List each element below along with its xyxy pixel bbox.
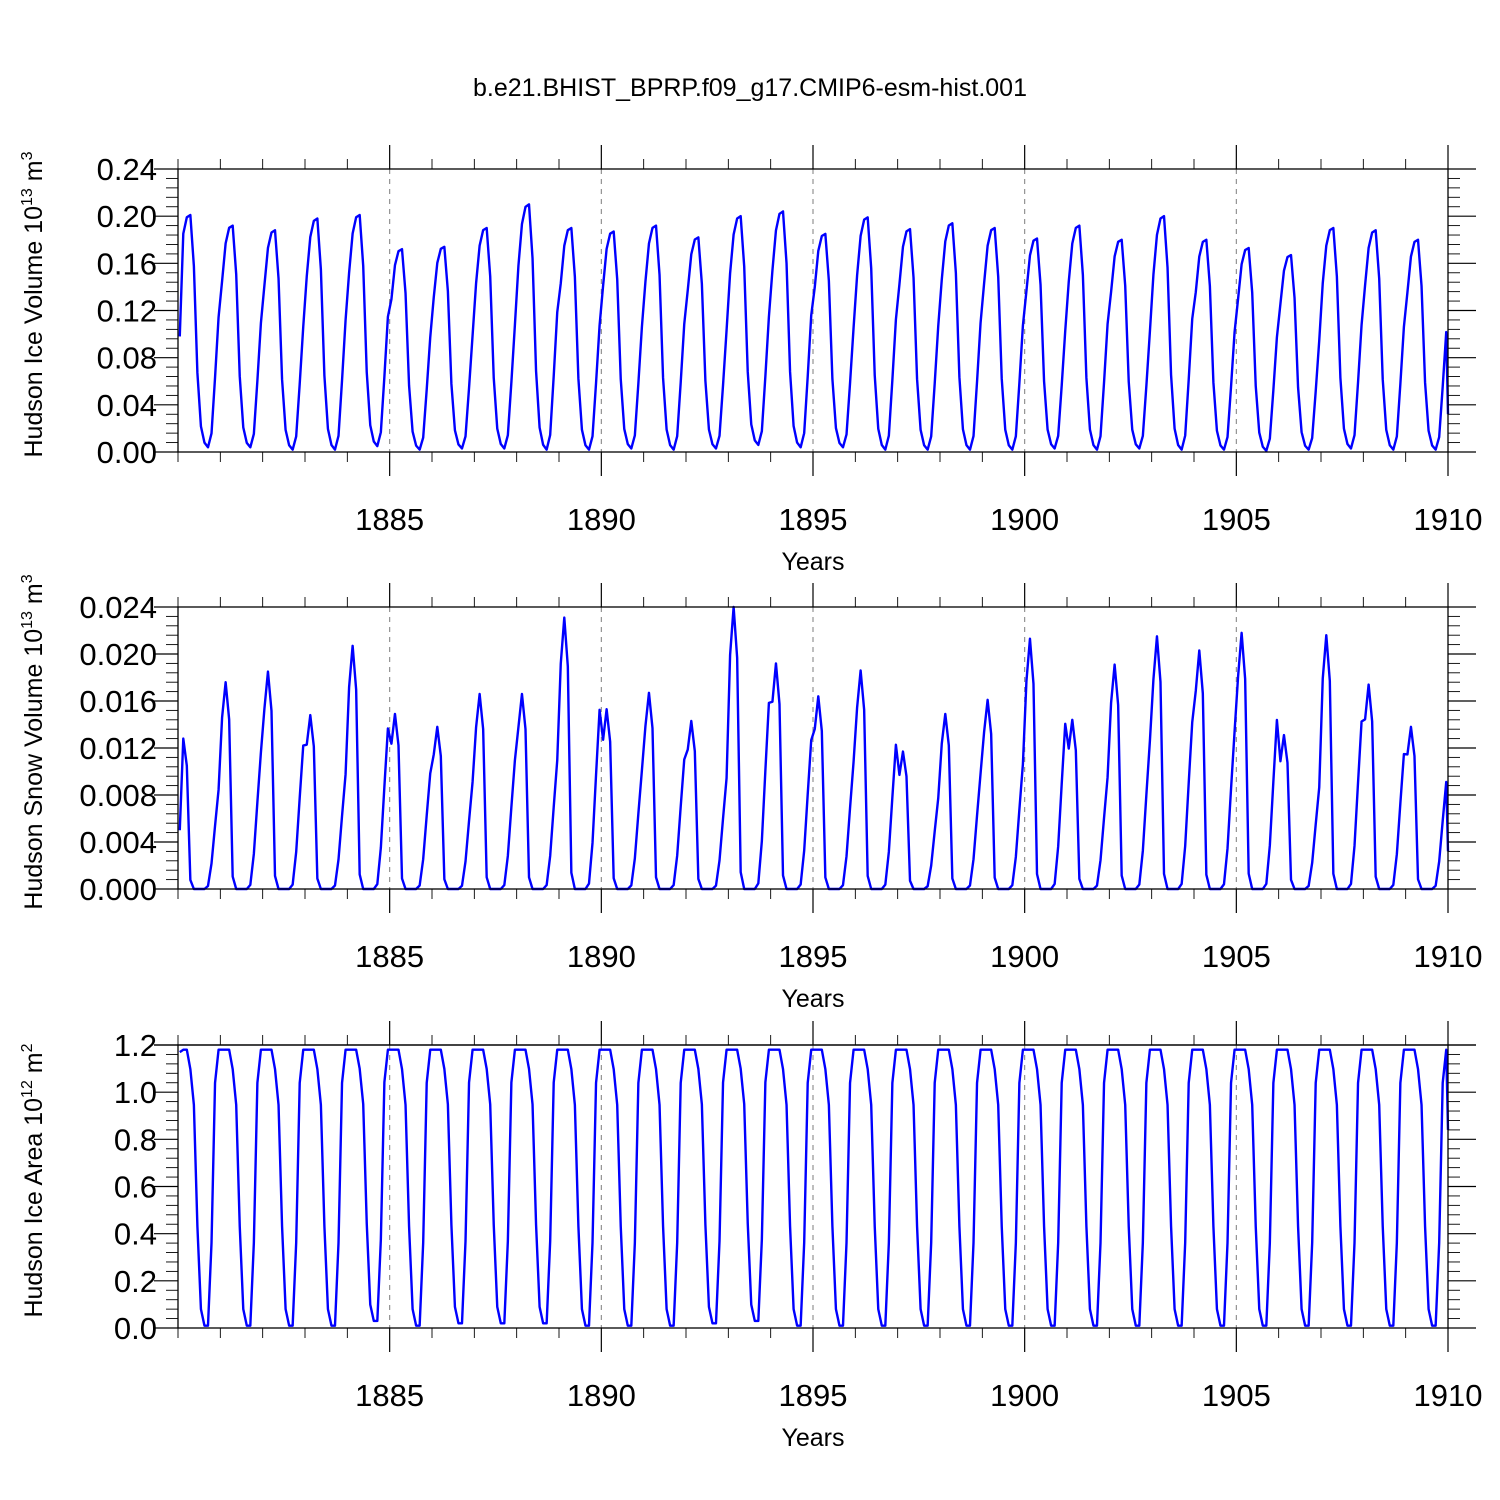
y-tick-label: 0.000 bbox=[79, 872, 157, 907]
y-tick-label: 0.020 bbox=[79, 637, 157, 672]
y-tick-label: 0.00 bbox=[97, 435, 157, 470]
x-tick-label: 1905 bbox=[1202, 939, 1271, 974]
y-axis-title-part: Hudson Ice Volume 10 bbox=[20, 206, 48, 458]
y-tick-label: 0.008 bbox=[79, 778, 157, 813]
y-tick-label: 0.004 bbox=[79, 825, 157, 860]
series-line-ice-area bbox=[179, 1048, 1450, 1327]
x-tick-label: 1885 bbox=[355, 502, 424, 537]
x-tick-label: 1895 bbox=[779, 1378, 848, 1413]
y-tick-label: 1.2 bbox=[114, 1028, 157, 1063]
y-tick-label: 0.2 bbox=[114, 1264, 157, 1299]
panel-ice-volume: 1885 1890 1895 1900 1905 1910 0.00 0.04 0.08 0.12… bbox=[19, 145, 1482, 576]
y-tick-label: 0.012 bbox=[79, 731, 157, 766]
panel-ice-area: 1885 1890 1895 1900 1905 1910 0.0 0.2 0.4 0.6 0.8 1… bbox=[19, 1021, 1482, 1452]
x-tick-label: 1905 bbox=[1202, 1378, 1271, 1413]
y-tick-label: 0.24 bbox=[97, 152, 157, 187]
y-axis-title: Hudson Ice Volume 1013 m3 bbox=[19, 151, 48, 457]
x-tick-label: 1910 bbox=[1414, 1378, 1483, 1413]
y-axis-title-superscript: 2 bbox=[19, 1043, 36, 1052]
x-tick-label: 1890 bbox=[567, 502, 636, 537]
y-axis-title-superscript: 13 bbox=[19, 611, 36, 629]
y-tick-label: 0.20 bbox=[97, 199, 157, 234]
x-tick-label: 1910 bbox=[1414, 502, 1483, 537]
y-tick-label: 0.016 bbox=[79, 684, 157, 719]
x-axis-title: Years bbox=[781, 985, 844, 1013]
x-tick-label: 1890 bbox=[567, 939, 636, 974]
y-axis-title-part: m bbox=[20, 160, 48, 188]
x-tick-label: 1900 bbox=[990, 1378, 1059, 1413]
y-tick-label: 0.12 bbox=[97, 294, 157, 329]
x-tick-label: 1900 bbox=[990, 939, 1059, 974]
y-axis-title-part: m bbox=[20, 1052, 48, 1080]
y-tick-label: 0.16 bbox=[97, 246, 157, 281]
y-axis-title: Hudson Ice Area 1012 m2 bbox=[19, 1043, 48, 1317]
y-tick-label: 0.8 bbox=[114, 1122, 157, 1157]
y-tick-label: 0.6 bbox=[114, 1170, 157, 1205]
x-tick-label: 1900 bbox=[990, 502, 1059, 537]
y-axis-title-superscript: 3 bbox=[19, 151, 36, 160]
x-tick-label: 1885 bbox=[355, 1378, 424, 1413]
y-axis-title-part: Hudson Ice Area 10 bbox=[20, 1098, 48, 1318]
y-axis-title-part: Hudson Snow Volume 10 bbox=[20, 629, 48, 910]
x-tick-label: 1885 bbox=[355, 939, 424, 974]
series-line-ice-volume bbox=[178, 203, 1450, 453]
y-tick-label: 1.0 bbox=[114, 1075, 157, 1110]
x-axis-title: Years bbox=[781, 1424, 844, 1452]
y-tick-label: 0.024 bbox=[79, 590, 157, 625]
panel-snow-volume: 1885 1890 1895 1900 1905 1910 0.000 0.004 0.008 0… bbox=[19, 574, 1482, 1013]
y-axis-title-superscript: 3 bbox=[19, 574, 36, 583]
x-tick-label: 1895 bbox=[779, 502, 848, 537]
x-tick-label: 1890 bbox=[567, 1378, 636, 1413]
x-tick-label: 1910 bbox=[1414, 939, 1483, 974]
x-tick-label: 1905 bbox=[1202, 502, 1271, 537]
y-axis-title-part: m bbox=[20, 583, 48, 611]
y-tick-label: 0.0 bbox=[114, 1311, 157, 1346]
y-axis-title-superscript: 12 bbox=[19, 1080, 36, 1098]
x-tick-label: 1895 bbox=[779, 939, 848, 974]
series-line-snow-volume bbox=[178, 605, 1450, 891]
y-axis-title-superscript: 13 bbox=[19, 188, 36, 206]
figure-title: b.e21.BHIST_BPRP.f09_g17.CMIP6-esm-hist.… bbox=[473, 74, 1027, 102]
y-tick-label: 0.08 bbox=[97, 341, 157, 376]
x-axis-title: Years bbox=[781, 548, 844, 576]
y-tick-label: 0.4 bbox=[114, 1217, 157, 1252]
y-tick-label: 0.04 bbox=[97, 388, 157, 423]
y-axis-title: Hudson Snow Volume 1013 m3 bbox=[19, 574, 48, 909]
